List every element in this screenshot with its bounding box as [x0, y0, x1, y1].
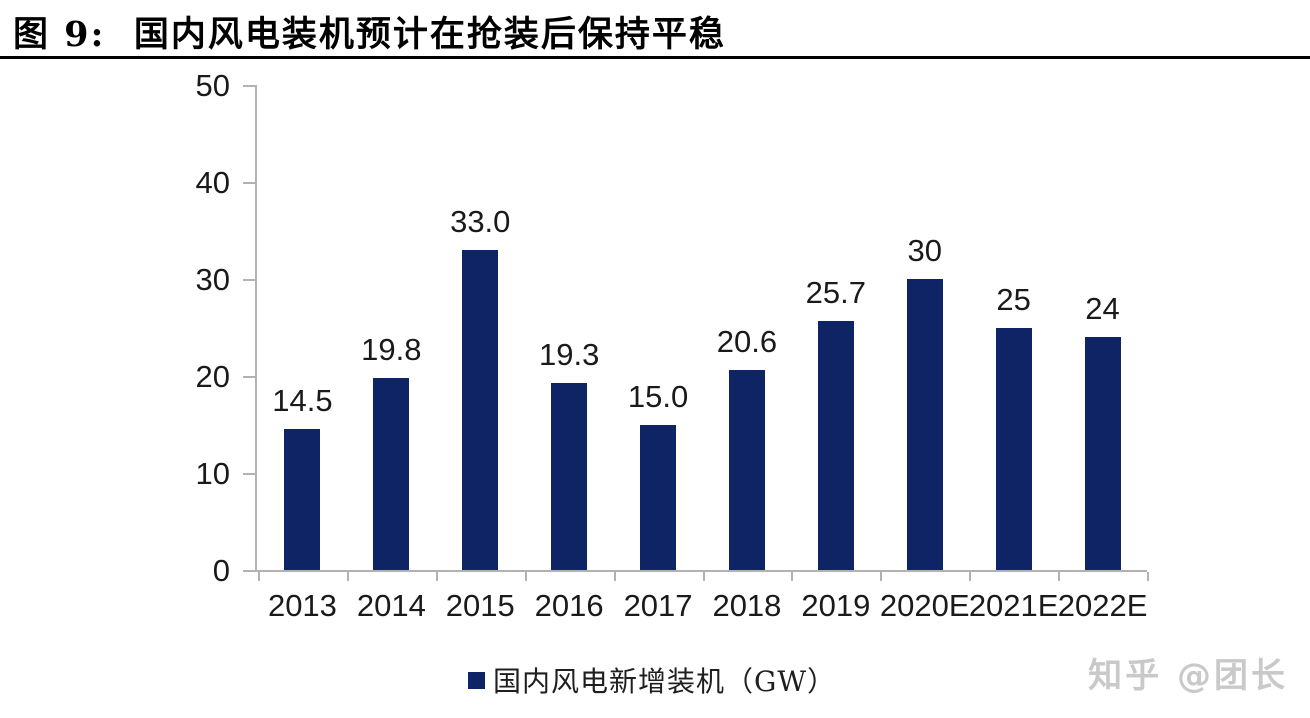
value-label-2021E: 25	[996, 281, 1031, 317]
legend-label: 国内风电新增装机（GW）	[493, 665, 837, 698]
y-axis-tick	[243, 279, 255, 281]
bar-2019	[817, 320, 854, 570]
y-axis-tick-label: 0	[212, 553, 230, 588]
bar-2016	[551, 382, 588, 570]
value-label-2016: 19.3	[538, 336, 600, 372]
bar-2021E	[995, 327, 1032, 570]
x-axis-tick	[613, 572, 616, 581]
x-axis-label-2018: 2018	[712, 588, 782, 623]
x-axis-label-2016: 2016	[534, 588, 604, 623]
value-label-2014: 19.8	[361, 331, 422, 367]
chart-legend: 国内风电新增装机（GW）	[468, 660, 836, 700]
value-label-2017: 15.0	[627, 378, 689, 414]
bar-2018	[728, 370, 765, 570]
x-axis-line	[255, 570, 1147, 572]
y-axis-tick	[243, 570, 255, 572]
bar-2022E	[1084, 337, 1121, 570]
y-axis-tick	[243, 376, 255, 378]
legend-swatch-icon	[468, 671, 485, 689]
x-axis-tick	[969, 572, 972, 581]
value-label-2013: 14.5	[272, 383, 333, 419]
x-axis-tick	[1058, 572, 1061, 581]
x-axis-tick	[791, 572, 794, 581]
value-label-2015: 33.0	[450, 203, 511, 239]
title-divider-line	[0, 56, 1310, 59]
y-axis-tick	[243, 182, 255, 184]
y-axis-tick-label: 10	[195, 456, 230, 491]
value-label-2019: 25.7	[805, 274, 867, 310]
y-axis-tick-label: 40	[195, 165, 230, 200]
x-axis-tick	[1147, 572, 1149, 581]
x-axis-tick	[435, 572, 438, 581]
y-axis-tick-label: 50	[195, 68, 230, 103]
bar-2017	[640, 424, 677, 570]
x-axis-label-2015: 2015	[445, 588, 515, 623]
x-axis-tick	[880, 572, 883, 581]
value-label-2020E: 30	[907, 233, 942, 268]
y-axis-tick	[243, 85, 255, 87]
y-axis-tick	[243, 473, 255, 475]
x-axis-label-2020E: 2020E	[879, 588, 970, 623]
x-axis-label-2021E: 2021E	[968, 588, 1059, 623]
x-axis-label-2013: 2013	[267, 588, 337, 623]
x-axis-tick	[258, 572, 260, 581]
x-axis-label-2022E: 2022E	[1057, 588, 1148, 623]
x-axis-tick	[524, 572, 527, 581]
x-axis-label-2019: 2019	[801, 588, 871, 623]
figure-title: 图 9: 国内风电装机预计在抢装后保持平稳	[13, 14, 726, 55]
bar-2014	[373, 377, 410, 570]
value-label-2022E: 24	[1085, 291, 1120, 327]
x-axis-tick	[702, 572, 705, 581]
bar-2020E	[906, 279, 943, 570]
value-label-2018: 20.6	[716, 324, 778, 360]
y-axis-tick-label: 20	[195, 359, 230, 394]
bar-2015	[462, 249, 499, 570]
y-axis-tick-label: 30	[195, 262, 230, 297]
x-axis-label-2017: 2017	[623, 588, 693, 623]
bar-2013	[284, 429, 321, 570]
y-axis-line	[255, 85, 257, 570]
x-axis-label-2014: 2014	[356, 588, 426, 623]
watermark-text: 知乎 @团长	[1088, 656, 1288, 696]
x-axis-tick	[346, 572, 349, 581]
